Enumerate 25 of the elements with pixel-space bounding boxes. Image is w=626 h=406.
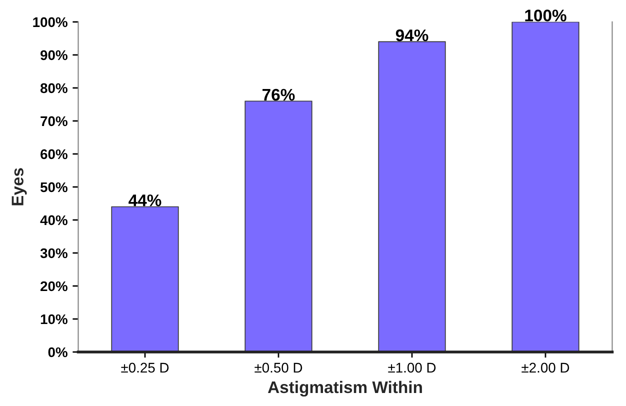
data-label: 44% — [128, 194, 162, 206]
bar — [512, 22, 580, 352]
bar — [244, 100, 312, 352]
x-axis-title: Astigmatism Within — [268, 380, 422, 397]
y-tick-label: 10% — [40, 314, 68, 324]
x-tick-label: ±0.25 D — [121, 362, 169, 373]
y-tick-label: 50% — [40, 182, 68, 192]
data-label: 100% — [525, 10, 566, 22]
y-tick-label: 20% — [40, 281, 68, 292]
y-tick-label: 40% — [40, 215, 68, 226]
data-label: 94% — [396, 29, 428, 42]
x-tick-label: ±0.50 D — [254, 362, 302, 373]
y-tick-label: 80% — [40, 83, 68, 94]
y-tick-label: 0% — [48, 347, 68, 358]
y-tick-label: 100% — [33, 17, 68, 28]
y-axis-title: Eyes — [12, 168, 27, 206]
y-tick-label: 70% — [40, 116, 68, 126]
data-label: 76% — [262, 88, 295, 101]
x-tick-label: ±2.00 D — [522, 362, 570, 373]
bar — [378, 41, 446, 352]
y-tick-label: 60% — [40, 149, 68, 160]
y-tick-label: 90% — [40, 50, 68, 60]
bar — [111, 206, 179, 352]
y-tick-label: 30% — [40, 248, 68, 258]
x-tick-label: ±1.00 D — [388, 362, 436, 373]
